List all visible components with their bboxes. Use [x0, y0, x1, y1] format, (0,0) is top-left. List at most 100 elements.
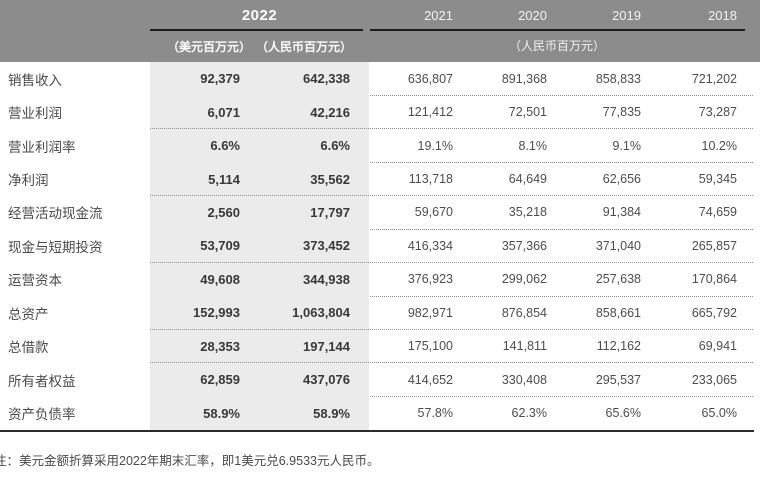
- unit-rmb-label: （人民币百万元）: [256, 39, 353, 54]
- value-2022-rmb: 35,562: [240, 162, 369, 196]
- value-2022-rmb: 1,063,804: [240, 296, 369, 330]
- table-row-total-borrowings: 总借款 28,353 197,144 175,100 141,811 112,1…: [0, 329, 760, 364]
- table-row-operating-margin: 营业利润率 6.6% 6.6% 19.1% 8.1% 9.1% 10.2%: [0, 128, 760, 164]
- value-2018: 59,345: [698, 172, 737, 187]
- value-2022-usd: 53,709: [150, 229, 240, 263]
- value-2018: 665,792: [691, 305, 737, 320]
- underline-2022-group: [150, 29, 363, 31]
- value-2022-usd: 62,859: [150, 362, 240, 397]
- row-label: 所有者权益: [8, 373, 76, 389]
- value-2020: 8.1%: [518, 138, 548, 153]
- value-2019: 295,537: [595, 372, 641, 387]
- header-year-2022: 2022: [241, 6, 278, 24]
- value-2022-rmb: 437,076: [240, 362, 369, 397]
- value-2021: 121,412: [407, 105, 453, 120]
- header-year-2020: 2020: [518, 7, 547, 23]
- value-2022-usd: 152,993: [150, 296, 240, 330]
- row-label: 营业利润: [8, 106, 62, 122]
- value-2020: 357,366: [501, 238, 547, 253]
- value-2022-rmb: 6.6%: [240, 128, 369, 163]
- value-2019: 257,638: [595, 272, 641, 287]
- value-2020: 876,854: [501, 305, 547, 320]
- unit-labels-2022: （美元百万元） （人民币百万元）: [150, 34, 369, 58]
- value-2022-rmb: 197,144: [240, 329, 369, 363]
- header-year-2021: 2021: [424, 7, 453, 23]
- value-2022-rmb: 344,938: [240, 262, 369, 297]
- value-2018: 74,659: [698, 205, 737, 220]
- table-row-sales-revenue: 销售收入 92,379 642,338 636,807 891,368 858,…: [0, 62, 760, 97]
- header-years-row: 2022 2021 2020 2019 2018: [0, 0, 760, 30]
- value-2020: 64,649: [508, 172, 547, 187]
- value-2021: 376,923: [407, 272, 453, 287]
- unit-label-prior-years: （人民币百万元）: [508, 39, 605, 53]
- value-2022-rmb: 42,216: [240, 95, 369, 129]
- value-2021: 982,971: [407, 305, 453, 320]
- value-2020: 299,062: [501, 272, 547, 287]
- value-2022-usd: 6,071: [150, 95, 240, 129]
- value-2019: 77,835: [602, 105, 641, 120]
- table-row-debt-ratio: 资产负债率 58.9% 58.9% 57.8% 62.3% 65.6% 65.0…: [0, 396, 760, 430]
- value-2022-usd: 2,560: [150, 195, 240, 230]
- row-label: 现金与短期投资: [8, 239, 103, 255]
- row-label: 销售收入: [8, 72, 62, 88]
- value-2019: 858,661: [595, 305, 641, 320]
- table-row-total-assets: 总资产 152,993 1,063,804 982,971 876,854 85…: [0, 296, 760, 331]
- header-year-2018: 2018: [708, 7, 737, 23]
- table-body: 销售收入 92,379 642,338 636,807 891,368 858,…: [0, 62, 760, 430]
- value-2018: 73,287: [698, 105, 737, 120]
- value-2021: 416,334: [407, 238, 453, 253]
- value-2020: 330,408: [501, 372, 547, 387]
- value-2021: 414,652: [407, 372, 453, 387]
- value-2022-rmb: 17,797: [240, 195, 369, 230]
- table-bottom-rule: [0, 430, 754, 432]
- value-2018: 65.0%: [701, 406, 737, 421]
- underline-prior-years: [370, 29, 745, 31]
- header-year-2019: 2019: [612, 7, 641, 23]
- value-2019: 65.6%: [605, 406, 641, 421]
- table-row-owners-equity: 所有者权益 62,859 437,076 414,652 330,408 295…: [0, 362, 760, 398]
- value-2018: 170,864: [691, 272, 737, 287]
- value-2022-usd: 92,379: [150, 62, 240, 96]
- value-2020: 62.3%: [511, 406, 547, 421]
- row-label: 总借款: [8, 340, 49, 356]
- value-2019: 9.1%: [612, 138, 642, 153]
- value-2022-rmb: 58.9%: [240, 396, 369, 430]
- unit-usd-label: （美元百万元）: [166, 39, 251, 54]
- value-2018: 265,857: [691, 238, 737, 253]
- value-2018: 233,065: [691, 372, 737, 387]
- value-2018: 10.2%: [701, 138, 737, 153]
- value-2020: 72,501: [508, 105, 547, 120]
- row-label: 营业利润率: [8, 139, 76, 155]
- value-2019: 91,384: [602, 205, 641, 220]
- table-row-operating-profit: 营业利润 6,071 42,216 121,412 72,501 77,835 …: [0, 95, 760, 130]
- value-2022-rmb: 373,452: [240, 229, 369, 263]
- value-2021: 636,807: [407, 71, 453, 86]
- value-2021: 19.1%: [417, 138, 453, 153]
- table-row-cash-short-term-investments: 现金与短期投资 53,709 373,452 416,334 357,366 3…: [0, 229, 760, 264]
- row-label: 运营资本: [8, 273, 62, 289]
- value-2022-usd: 6.6%: [150, 128, 240, 163]
- value-2022-usd: 28,353: [150, 329, 240, 363]
- table-row-working-capital: 运营资本 49,608 344,938 376,923 299,062 257,…: [0, 262, 760, 298]
- value-2021: 59,670: [414, 205, 453, 220]
- value-2019: 858,833: [595, 71, 641, 86]
- table-header-band: 2022 2021 2020 2019 2018 （美元百万元） （人民币百万元…: [0, 0, 760, 62]
- value-2021: 57.8%: [417, 406, 453, 421]
- value-2020: 141,811: [502, 339, 547, 354]
- value-2020: 891,368: [501, 71, 547, 86]
- table-row-net-profit: 净利润 5,114 35,562 113,718 64,649 62,656 5…: [0, 162, 760, 197]
- value-2020: 35,218: [508, 205, 547, 220]
- value-2018: 69,941: [698, 339, 737, 354]
- value-2021: 113,718: [408, 172, 453, 187]
- footnote: 注：美元金额折算采用2022年期末汇率，即1美元兑6.9533元人民币。: [0, 454, 380, 468]
- row-label: 净利润: [8, 173, 49, 189]
- value-2018: 721,202: [691, 71, 737, 86]
- value-2021: 175,100: [407, 339, 453, 354]
- value-2022-usd: 58.9%: [150, 396, 240, 430]
- table-row-operating-cash-flow: 经营活动现金流 2,560 17,797 59,670 35,218 91,38…: [0, 195, 760, 231]
- value-2019: 112,162: [596, 339, 641, 354]
- value-2022-usd: 5,114: [150, 162, 240, 196]
- row-label: 经营活动现金流: [8, 206, 103, 222]
- value-2022-usd: 49,608: [150, 262, 240, 297]
